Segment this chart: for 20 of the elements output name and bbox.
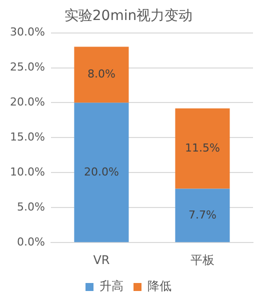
y-tick-label: 20.0% — [10, 96, 45, 109]
bar — [175, 108, 230, 189]
y-tick-label: 5.0% — [16, 200, 45, 214]
legend-label: 降低 — [148, 279, 172, 294]
y-tick-label: 10.0% — [10, 166, 45, 179]
data-label: 11.5% — [185, 141, 220, 154]
bar — [175, 188, 230, 242]
legend-label: 升高 — [100, 279, 124, 294]
y-tick-label: 30.0% — [10, 26, 45, 39]
y-tick-label: 0.0% — [16, 235, 45, 248]
data-label: 20.0% — [84, 165, 119, 178]
bar — [74, 46, 129, 103]
bar — [74, 102, 129, 242]
data-label: 8.0% — [87, 68, 116, 81]
y-tick-label: 25.0% — [10, 60, 45, 74]
chart-title: 实验20min视力变动 — [64, 8, 193, 24]
y-tick-label: 15.0% — [10, 130, 45, 144]
data-label: 7.7% — [188, 208, 216, 222]
x-tick-label: 平板 — [190, 252, 214, 267]
x-tick-label: VR — [93, 252, 110, 267]
